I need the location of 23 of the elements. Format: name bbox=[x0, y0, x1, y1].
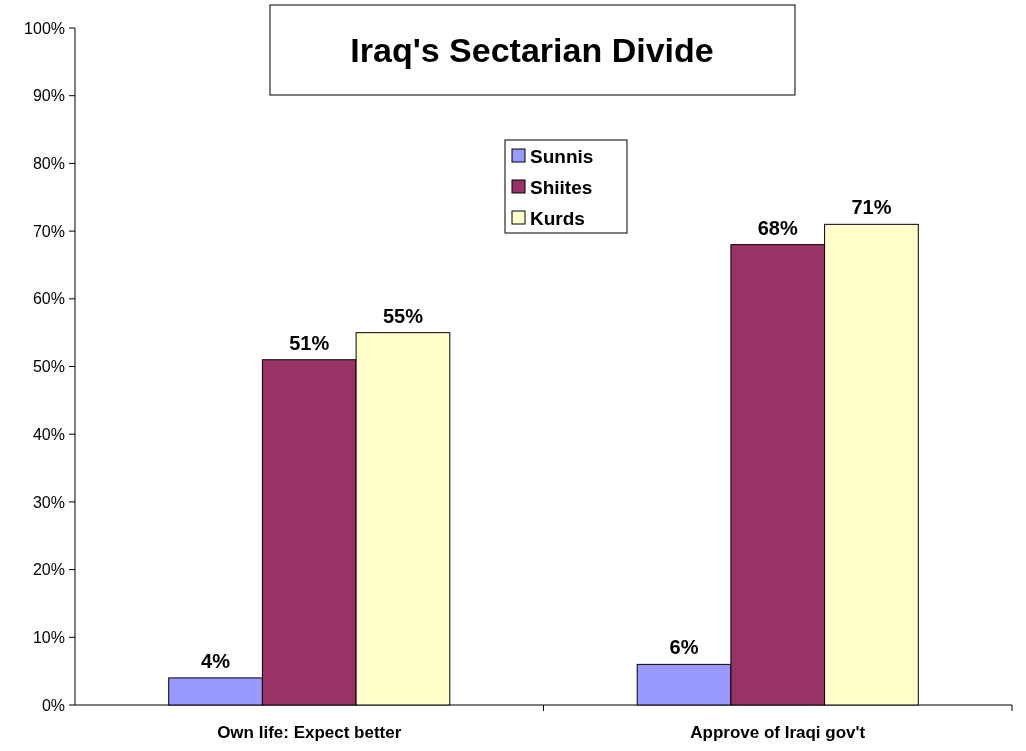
data-label: 68% bbox=[757, 216, 798, 239]
y-tick-label: 90% bbox=[32, 87, 65, 105]
y-tick-label: 70% bbox=[32, 222, 65, 240]
data-label: 4% bbox=[201, 649, 231, 672]
data-label: 51% bbox=[289, 331, 330, 354]
y-tick-label: 20% bbox=[32, 561, 65, 579]
legend-label: Kurds bbox=[530, 207, 585, 229]
x-tick-label: Own life: Expect better bbox=[217, 723, 402, 742]
y-tick-label: 50% bbox=[32, 358, 65, 376]
legend-label: Sunnis bbox=[530, 145, 594, 167]
y-tick-label: 30% bbox=[32, 493, 65, 511]
y-tick-label: 100% bbox=[24, 19, 65, 37]
data-label: 6% bbox=[669, 636, 699, 659]
chart-title: Iraq's Sectarian Divide bbox=[350, 31, 714, 69]
legend-label: Shiites bbox=[530, 176, 593, 198]
x-tick-label: Approve of Iraqi gov't bbox=[690, 723, 866, 742]
y-tick-label: 80% bbox=[32, 155, 65, 172]
data-label: 71% bbox=[851, 196, 892, 219]
y-tick-label: 10% bbox=[32, 628, 65, 646]
data-label: 55% bbox=[382, 304, 424, 327]
y-tick-label: 0% bbox=[41, 696, 65, 714]
y-tick-label: 40% bbox=[32, 425, 65, 443]
y-tick-label: 60% bbox=[32, 290, 65, 308]
